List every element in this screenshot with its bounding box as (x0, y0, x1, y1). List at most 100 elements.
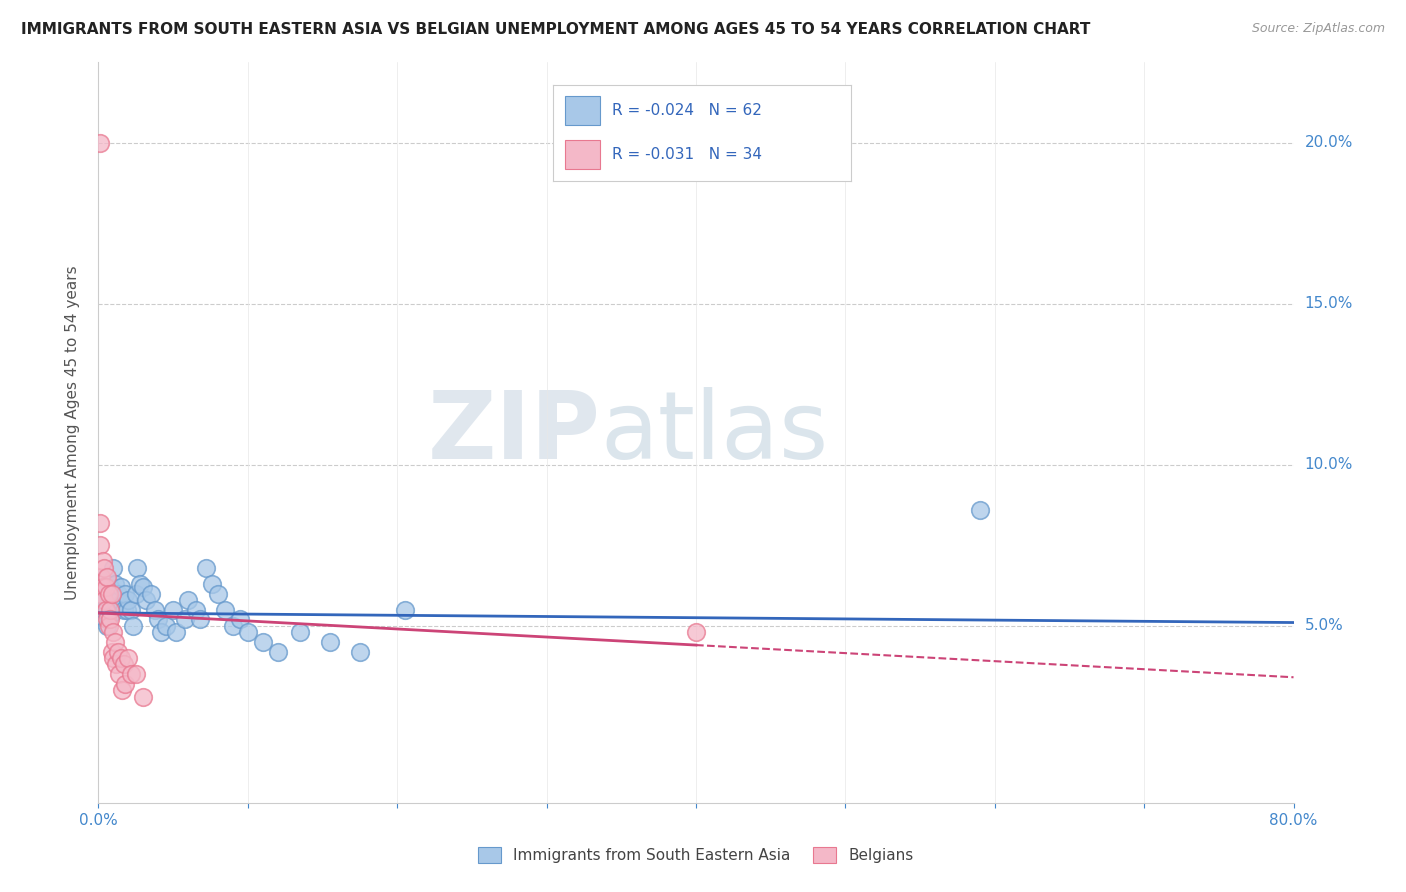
Point (94, 580, 117, 594)
Point (94, 570, 117, 584)
Point (127, 561, 149, 575)
Text: IMMIGRANTS FROM SOUTH EASTERN ASIA VS BELGIAN UNEMPLOYMENT AMONG AGES 45 TO 54 Y: IMMIGRANTS FROM SOUTH EASTERN ASIA VS BE… (21, 22, 1091, 37)
Point (103, 625, 125, 640)
Point (112, 602, 135, 616)
Point (94, 593, 117, 607)
Point (188, 612, 211, 626)
Point (969, 503, 991, 517)
Point (349, 644, 371, 658)
Point (214, 602, 236, 616)
Point (105, 657, 128, 672)
Point (165, 625, 187, 640)
Point (129, 577, 152, 591)
Point (103, 561, 125, 575)
Point (98, 602, 122, 616)
Point (125, 586, 148, 600)
Point (91, 554, 114, 568)
Point (184, 602, 207, 616)
Point (207, 586, 229, 600)
Point (105, 596, 128, 610)
Point (143, 602, 166, 616)
Point (108, 593, 131, 607)
Point (93, 586, 115, 600)
Point (110, 651, 132, 665)
Point (93, 593, 115, 607)
Point (90, 609, 112, 624)
Point (103, 651, 125, 665)
Point (96, 570, 118, 584)
Point (103, 586, 125, 600)
Point (139, 586, 162, 600)
Point (97, 609, 120, 624)
Text: 5.0%: 5.0% (1305, 618, 1343, 633)
Point (162, 602, 184, 616)
Point (229, 612, 252, 626)
Point (135, 593, 157, 607)
Point (89, 586, 111, 600)
Point (150, 625, 173, 640)
Point (96, 619, 118, 633)
Point (115, 602, 138, 616)
Point (155, 619, 177, 633)
Point (222, 619, 245, 633)
Point (98, 612, 122, 626)
Text: 15.0%: 15.0% (1305, 296, 1353, 311)
Point (90, 570, 112, 584)
Point (121, 619, 143, 633)
Point (174, 612, 197, 626)
Point (108, 667, 131, 681)
Y-axis label: Unemployment Among Ages 45 to 54 years: Unemployment Among Ages 45 to 54 years (65, 265, 80, 600)
Point (319, 635, 342, 649)
Point (89, 538, 111, 552)
Point (201, 577, 224, 591)
Point (98, 580, 122, 594)
Point (111, 596, 134, 610)
Point (90, 593, 112, 607)
Point (117, 651, 139, 665)
Point (120, 602, 142, 616)
Point (267, 644, 290, 658)
Point (97, 619, 120, 633)
Point (91, 596, 114, 610)
Point (252, 635, 274, 649)
Point (685, 625, 707, 640)
Point (97, 593, 120, 607)
Point (236, 625, 259, 640)
Point (132, 690, 155, 704)
Text: ZIP: ZIP (427, 386, 600, 479)
Point (101, 644, 124, 658)
Point (132, 580, 155, 594)
Point (96, 612, 118, 626)
Point (89, 602, 111, 616)
Point (96, 602, 118, 616)
Point (107, 644, 129, 658)
Point (112, 657, 135, 672)
Legend: Immigrants from South Eastern Asia, Belgians: Immigrants from South Eastern Asia, Belg… (472, 841, 920, 869)
Text: Source: ZipAtlas.com: Source: ZipAtlas.com (1251, 22, 1385, 36)
Point (91, 580, 114, 594)
Point (89, 516, 111, 530)
Point (111, 683, 134, 698)
Point (120, 667, 142, 681)
Point (104, 577, 127, 591)
Point (195, 561, 218, 575)
Point (148, 612, 170, 626)
Point (90, 586, 112, 600)
Point (101, 606, 124, 620)
Point (114, 586, 136, 600)
Point (288, 625, 311, 640)
Point (89, 136, 111, 150)
Point (101, 586, 124, 600)
Point (93, 602, 115, 616)
Point (114, 676, 136, 690)
Text: atlas: atlas (600, 386, 828, 479)
Point (93, 561, 115, 575)
Point (101, 586, 124, 600)
Text: 10.0%: 10.0% (1305, 458, 1353, 472)
Point (125, 667, 148, 681)
Text: 20.0%: 20.0% (1305, 136, 1353, 151)
Point (97, 586, 120, 600)
Point (104, 635, 127, 649)
Point (177, 593, 200, 607)
Point (110, 580, 132, 594)
